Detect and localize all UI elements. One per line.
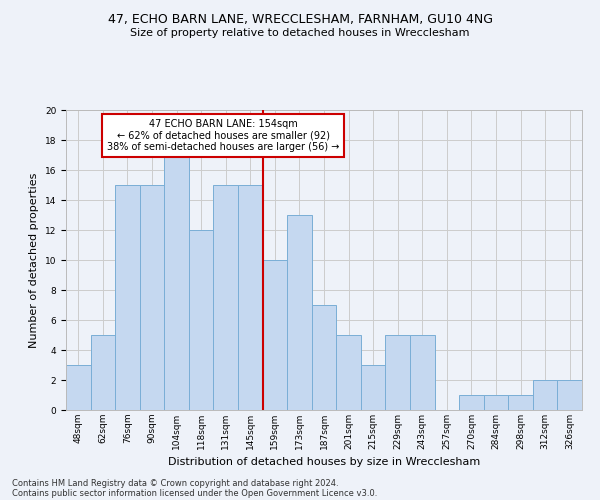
Bar: [214, 185, 238, 410]
Text: 47 ECHO BARN LANE: 154sqm
← 62% of detached houses are smaller (92)
38% of semi-: 47 ECHO BARN LANE: 154sqm ← 62% of detac…: [107, 119, 340, 152]
Bar: [287, 215, 312, 410]
Bar: [263, 260, 287, 410]
Text: 47, ECHO BARN LANE, WRECCLESHAM, FARNHAM, GU10 4NG: 47, ECHO BARN LANE, WRECCLESHAM, FARNHAM…: [107, 12, 493, 26]
Bar: [459, 395, 484, 410]
Y-axis label: Number of detached properties: Number of detached properties: [29, 172, 39, 348]
Bar: [115, 185, 140, 410]
Bar: [361, 365, 385, 410]
Bar: [508, 395, 533, 410]
Bar: [533, 380, 557, 410]
Text: Contains HM Land Registry data © Crown copyright and database right 2024.: Contains HM Land Registry data © Crown c…: [12, 478, 338, 488]
X-axis label: Distribution of detached houses by size in Wrecclesham: Distribution of detached houses by size …: [168, 458, 480, 468]
Bar: [66, 365, 91, 410]
Bar: [238, 185, 263, 410]
Bar: [484, 395, 508, 410]
Text: Contains public sector information licensed under the Open Government Licence v3: Contains public sector information licen…: [12, 488, 377, 498]
Bar: [164, 155, 189, 410]
Bar: [336, 335, 361, 410]
Bar: [312, 305, 336, 410]
Bar: [91, 335, 115, 410]
Bar: [189, 230, 214, 410]
Bar: [557, 380, 582, 410]
Bar: [140, 185, 164, 410]
Text: Size of property relative to detached houses in Wrecclesham: Size of property relative to detached ho…: [130, 28, 470, 38]
Bar: [410, 335, 434, 410]
Bar: [385, 335, 410, 410]
